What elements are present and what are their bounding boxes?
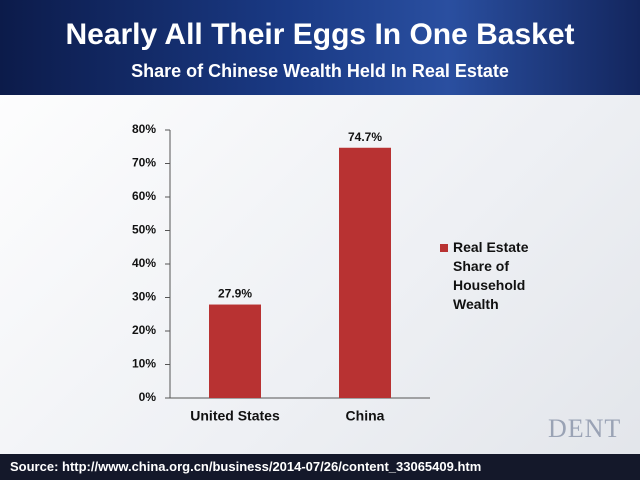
y-tick-label: 70% [132, 156, 156, 170]
y-tick-label: 10% [132, 357, 156, 371]
header-band [0, 0, 640, 95]
y-tick-label: 30% [132, 290, 156, 304]
y-tick-label: 0% [139, 390, 157, 404]
chart-subtitle: Share of Chinese Wealth Held In Real Est… [131, 61, 509, 81]
chart-title: Nearly All Their Eggs In One Basket [65, 18, 575, 51]
y-tick-label: 60% [132, 189, 156, 203]
data-label: 74.7% [348, 130, 382, 144]
x-tick-label: United States [190, 408, 280, 424]
y-tick-label: 20% [132, 323, 156, 337]
logo: DENT [548, 414, 622, 443]
y-tick-label: 40% [132, 256, 156, 270]
legend-label: Real Estate Share of Household Wealth [453, 239, 529, 312]
data-label: 27.9% [218, 287, 252, 301]
footer-band [0, 454, 640, 480]
source-note: Source: http://www.china.org.cn/business… [10, 459, 482, 474]
x-tick-label: China [346, 408, 385, 424]
y-tick-label: 80% [132, 122, 156, 136]
bar [339, 147, 391, 398]
legend-marker [440, 244, 448, 252]
bar [209, 304, 261, 398]
y-tick-label: 50% [132, 223, 156, 237]
